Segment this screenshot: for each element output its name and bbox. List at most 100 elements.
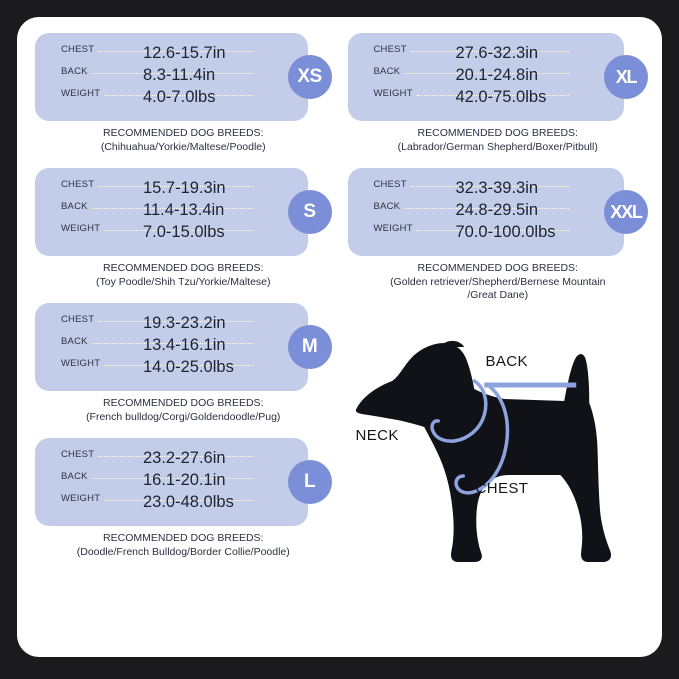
right-column: CHEST 27.6-32.3in BACK 20.1-24.8in WEIGH… [340, 17, 663, 657]
card-wrap-xs: CHEST 12.6-15.7in BACK 8.3-11.4in WEIGHT [35, 33, 332, 121]
row-weight: WEIGHT 70.0-100.0lbs [374, 223, 573, 245]
leader-dots [98, 321, 253, 322]
leader-dots [410, 186, 569, 187]
row-back: BACK 24.8-29.5in [374, 201, 573, 223]
size-card-s: CHEST 15.7-19.3in BACK 11.4-13.4in WEIGH… [35, 168, 308, 256]
leader-dots [404, 208, 569, 209]
breeds-list: (Toy Poodle/Shih Tzu/Yorkie/Maltese) [95, 275, 271, 288]
leader-dots [98, 51, 253, 52]
row-weight: WEIGHT 42.0-75.0lbs [374, 88, 573, 110]
row-weight: WEIGHT 23.0-48.0lbs [61, 493, 256, 515]
size-block-xs: CHEST 12.6-15.7in BACK 8.3-11.4in WEIGHT [35, 33, 332, 154]
size-card-xs: CHEST 12.6-15.7in BACK 8.3-11.4in WEIGHT [35, 33, 308, 121]
leader-dots [416, 230, 569, 231]
size-card-xxl: CHEST 32.3-39.3in BACK 24.8-29.5in WEIGH… [347, 168, 624, 256]
row-back: BACK 8.3-11.4in [61, 66, 256, 88]
value-chest: 23.2-27.6in [143, 449, 226, 467]
leader-dots [98, 456, 253, 457]
size-card-xl: CHEST 27.6-32.3in BACK 20.1-24.8in WEIGH… [347, 33, 624, 121]
size-block-xl: CHEST 27.6-32.3in BACK 20.1-24.8in WEIGH… [347, 33, 648, 154]
value-back: 8.3-11.4in [143, 66, 216, 84]
size-badge-xxl: XXL [604, 190, 648, 234]
row-chest: CHEST 12.6-15.7in [61, 44, 256, 66]
breeds-heading: RECOMMENDED DOG BREEDS: [103, 532, 264, 544]
row-label-chest: CHEST [61, 449, 95, 460]
diagram-label-neck: NECK [355, 426, 399, 444]
value-weight: 7.0-15.0lbs [143, 223, 225, 241]
row-label-back: BACK [61, 66, 88, 77]
value-chest: 32.3-39.3in [455, 179, 539, 197]
size-badge-xl: XL [604, 55, 648, 99]
value-back: 20.1-24.8in [455, 66, 539, 84]
breeds-heading: RECOMMENDED DOG BREEDS: [417, 262, 578, 274]
row-label-back: BACK [61, 336, 88, 347]
breeds-heading: RECOMMENDED DOG BREEDS: [103, 397, 264, 409]
breeds-s: RECOMMENDED DOG BREEDS: (Toy Poodle/Shih… [35, 262, 332, 289]
breeds-heading: RECOMMENDED DOG BREEDS: [417, 127, 578, 139]
value-back: 24.8-29.5in [455, 201, 539, 219]
value-back: 16.1-20.1in [143, 471, 226, 489]
size-badge-xs: XS [287, 55, 332, 99]
breeds-xxl: RECOMMENDED DOG BREEDS: (Golden retrieve… [348, 262, 649, 303]
value-back: 13.4-16.1in [143, 336, 226, 354]
size-card-l: CHEST 23.2-27.6in BACK 16.1-20.1in WEIGH… [35, 438, 308, 526]
breeds-heading: RECOMMENDED DOG BREEDS: [103, 262, 264, 274]
row-label-back: BACK [61, 471, 88, 482]
dog-measurement-diagram: BACK NECK CHEST [348, 317, 649, 587]
row-label-weight: WEIGHT [61, 358, 101, 369]
value-back: 11.4-13.4in [143, 201, 225, 219]
leader-dots [104, 365, 253, 366]
row-chest: CHEST 32.3-39.3in [374, 179, 573, 201]
card-wrap-xxl: CHEST 32.3-39.3in BACK 24.8-29.5in WEIGH… [347, 168, 648, 256]
diagram-label-back: BACK [485, 352, 528, 370]
row-weight: WEIGHT 4.0-7.0lbs [61, 88, 256, 110]
breeds-heading: RECOMMENDED DOG BREEDS: [103, 127, 264, 139]
card-wrap-s: CHEST 15.7-19.3in BACK 11.4-13.4in WEIGH… [35, 168, 332, 256]
row-back: BACK 11.4-13.4in [61, 201, 256, 223]
row-label-weight: WEIGHT [61, 493, 101, 504]
breeds-list: (Labrador/German Shepherd/Boxer/Pitbull) [397, 140, 598, 153]
leader-dots [91, 73, 253, 74]
row-label-weight: WEIGHT [61, 223, 101, 234]
row-label-chest: CHEST [61, 44, 95, 55]
leader-dots [104, 95, 253, 96]
row-chest: CHEST 23.2-27.6in [61, 449, 256, 471]
row-label-chest: CHEST [373, 44, 407, 55]
value-weight: 70.0-100.0lbs [455, 223, 556, 241]
row-label-chest: CHEST [61, 179, 95, 190]
row-label-chest: CHEST [61, 314, 95, 325]
left-column: CHEST 12.6-15.7in BACK 8.3-11.4in WEIGHT [17, 17, 340, 657]
breeds-list-line1: (Golden retriever/Shepherd/Bernese Mount… [390, 275, 606, 288]
row-back: BACK 13.4-16.1in [61, 336, 256, 358]
size-badge-l: L [287, 460, 332, 504]
breeds-list-line2: /Great Dane) [467, 289, 529, 301]
leader-dots [91, 208, 253, 209]
leader-dots [104, 230, 253, 231]
value-weight: 23.0-48.0lbs [143, 493, 234, 511]
breeds-l: RECOMMENDED DOG BREEDS: (Doodle/French B… [35, 532, 332, 559]
size-block-xxl: CHEST 32.3-39.3in BACK 24.8-29.5in WEIGH… [347, 168, 649, 303]
breeds-list: (French bulldog/Corgi/Goldendoodle/Pug) [86, 410, 281, 423]
value-chest: 12.6-15.7in [143, 44, 226, 62]
diagram-label-chest: CHEST [475, 479, 529, 497]
value-chest: 19.3-23.2in [143, 314, 226, 332]
row-back: BACK 20.1-24.8in [374, 66, 573, 88]
size-block-s: CHEST 15.7-19.3in BACK 11.4-13.4in WEIGH… [35, 168, 332, 289]
breeds-xs: RECOMMENDED DOG BREEDS: (Chihuahua/Yorki… [35, 127, 332, 154]
neck-measure-loop [429, 378, 488, 443]
size-block-l: CHEST 23.2-27.6in BACK 16.1-20.1in WEIGH… [35, 438, 332, 559]
card-wrap-m: CHEST 19.3-23.2in BACK 13.4-16.1in WEIGH… [35, 303, 332, 391]
row-label-weight: WEIGHT [373, 88, 413, 99]
leader-dots [91, 478, 253, 479]
size-badge-m: M [287, 325, 332, 369]
value-weight: 42.0-75.0lbs [455, 88, 547, 106]
size-block-m: CHEST 19.3-23.2in BACK 13.4-16.1in WEIGH… [35, 303, 332, 424]
breeds-list: (Chihuahua/Yorkie/Maltese/Poodle) [100, 140, 266, 153]
size-card-m: CHEST 19.3-23.2in BACK 13.4-16.1in WEIGH… [35, 303, 308, 391]
leader-dots [91, 343, 253, 344]
row-label-back: BACK [373, 201, 401, 212]
chart-panel: CHEST 12.6-15.7in BACK 8.3-11.4in WEIGHT [17, 17, 662, 657]
breeds-m: RECOMMENDED DOG BREEDS: (French bulldog/… [35, 397, 332, 424]
value-chest: 15.7-19.3in [143, 179, 226, 197]
leader-dots [98, 186, 253, 187]
